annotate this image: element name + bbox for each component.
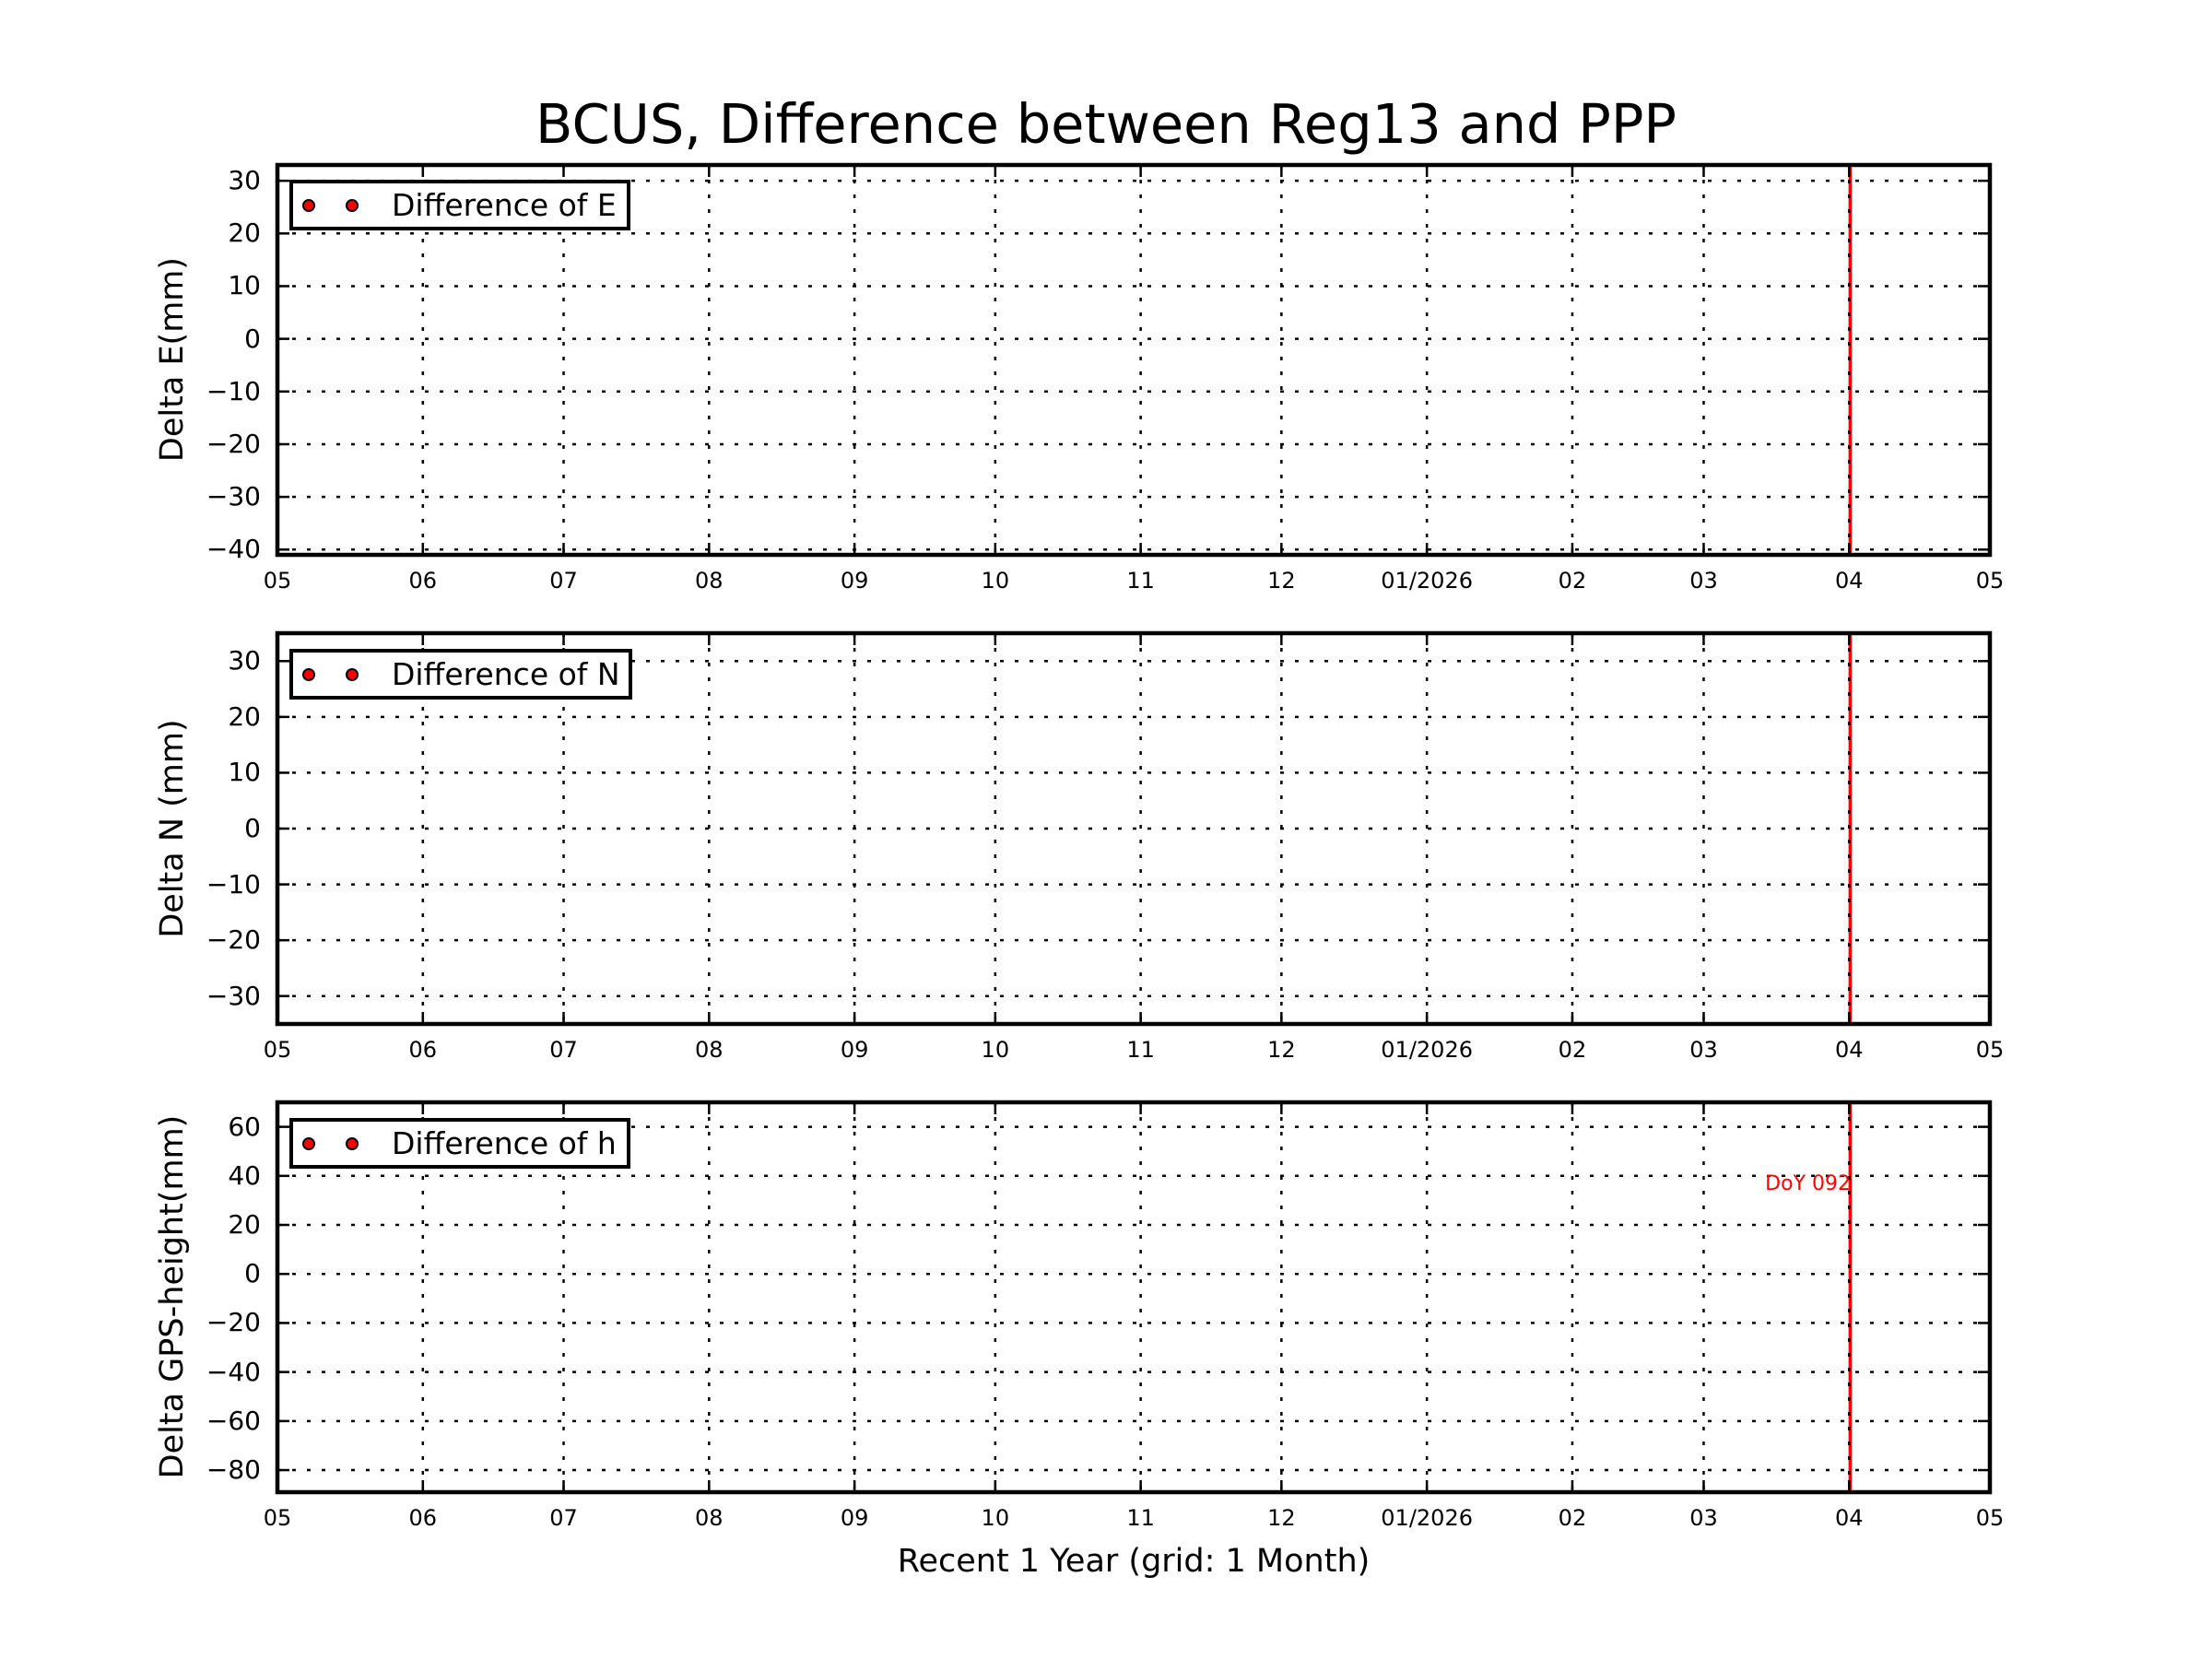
legend-marker-dot-icon (302, 198, 315, 212)
x-tick-label: 06 (408, 1505, 438, 1531)
x-tick-label: 07 (549, 1505, 578, 1531)
legend-label: Difference of E (392, 186, 617, 223)
figure-title: BCUS, Difference between Reg13 and PPP (535, 92, 1677, 156)
y-tick-label: 20 (228, 218, 261, 249)
x-tick-label: 08 (695, 568, 724, 594)
x-tick-label: 03 (1689, 568, 1718, 594)
y-tick-label: −30 (206, 980, 261, 1011)
y-tick-label: 30 (228, 165, 261, 196)
y-tick-label: 30 (228, 645, 261, 677)
x-axis-label: Recent 1 Year (grid: 1 Month) (897, 1543, 1371, 1580)
x-tick-label: 08 (695, 1037, 724, 1063)
y-tick-label: 20 (228, 700, 261, 732)
x-tick-label: 10 (981, 1037, 1010, 1063)
y-tick-label: 0 (244, 323, 261, 354)
x-tick-label: 11 (1126, 1505, 1155, 1531)
y-tick-label: 0 (244, 1258, 261, 1289)
y-tick-label: 0 (244, 813, 261, 843)
x-tick-label: 03 (1689, 1505, 1718, 1531)
x-tick-label: 05 (263, 568, 292, 594)
y-tick-label: −30 (206, 481, 261, 512)
y-tick-label: −20 (206, 1307, 261, 1338)
y-tick-label: 10 (228, 757, 261, 788)
y-tick-label: −40 (206, 534, 261, 565)
x-tick-label: 09 (840, 1037, 869, 1063)
y-tick-label: −80 (206, 1454, 261, 1486)
x-tick-label: 10 (981, 1505, 1010, 1531)
legend-marker-dot-icon (346, 667, 359, 681)
y-tick-label: 60 (228, 1111, 261, 1142)
x-tick-label: 02 (1558, 1037, 1587, 1063)
y-tick-label: −20 (206, 924, 261, 956)
legend-marker-dot-icon (302, 1136, 315, 1150)
x-tick-label: 04 (1835, 1037, 1864, 1063)
legend-delta-e: Difference of E (289, 180, 630, 230)
x-tick-label: 03 (1689, 1037, 1718, 1063)
legend-label: Difference of h (392, 1124, 617, 1161)
y-tick-label: −10 (206, 868, 261, 900)
legend-delta-n: Difference of N (289, 649, 632, 700)
x-tick-label: 07 (549, 1037, 578, 1063)
x-tick-label: 12 (1267, 568, 1296, 594)
x-tick-label: 11 (1126, 1037, 1155, 1063)
x-tick-label: 10 (981, 568, 1010, 594)
x-tick-label: 01/2026 (1381, 568, 1473, 594)
x-tick-label: 01/2026 (1381, 1037, 1473, 1063)
legend-label: Difference of N (392, 655, 620, 692)
x-tick-label: 02 (1558, 1505, 1587, 1531)
x-tick-label: 06 (408, 1037, 438, 1063)
x-tick-label: 08 (695, 1505, 724, 1531)
x-tick-label: 05 (1975, 1037, 2005, 1063)
x-tick-label: 07 (549, 568, 578, 594)
x-tick-label: 09 (840, 568, 869, 594)
legend-marker-dot-icon (346, 1136, 359, 1150)
y-tick-label: −40 (206, 1356, 261, 1387)
x-tick-label: 01/2026 (1381, 1505, 1473, 1531)
x-tick-label: 05 (263, 1505, 292, 1531)
y-tick-label: 20 (228, 1209, 261, 1241)
x-tick-label: 09 (840, 1505, 869, 1531)
y-tick-label: 10 (228, 270, 261, 301)
y-tick-label: −20 (206, 428, 261, 459)
x-tick-label: 05 (1975, 568, 2005, 594)
y-tick-label: 40 (228, 1159, 261, 1191)
legend-delta-h: Difference of h (289, 1118, 630, 1169)
y-tick-label: −60 (206, 1405, 261, 1436)
x-tick-label: 04 (1835, 568, 1864, 594)
x-tick-label: 05 (263, 1037, 292, 1063)
x-tick-label: 04 (1835, 1505, 1864, 1531)
legend-marker-dot-icon (302, 667, 315, 681)
x-tick-label: 12 (1267, 1505, 1296, 1531)
x-tick-label: 06 (408, 568, 438, 594)
doy-annotation: DoY 092 (1765, 1172, 1851, 1195)
x-tick-label: 02 (1558, 568, 1587, 594)
y-tick-label: −10 (206, 375, 261, 406)
x-tick-label: 11 (1126, 568, 1155, 594)
x-tick-label: 05 (1975, 1505, 2005, 1531)
legend-marker-dot-icon (346, 198, 359, 212)
x-tick-label: 12 (1267, 1037, 1296, 1063)
